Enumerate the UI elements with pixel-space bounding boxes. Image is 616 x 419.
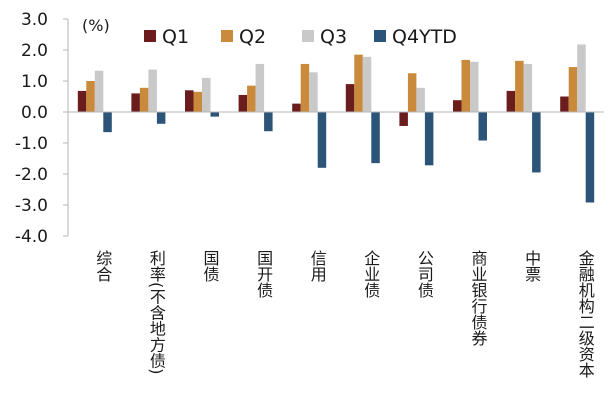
bar-q4ytd [103,112,112,133]
bar-q3 [523,63,533,112]
bar-q2 [300,63,310,112]
legend-label-q1: Q1 [162,26,189,48]
category-label: 利率(不含地方债) [147,250,166,374]
y-unit-label: (%) [82,16,110,35]
legend-swatch-q4ytd [374,30,386,42]
bar-q4ytd [371,112,380,164]
bar-q4ytd [156,112,166,124]
bar-q3 [470,61,479,112]
category-label: 中票 [522,250,541,282]
bar-q1 [453,100,462,112]
legend-label-q2: Q2 [239,26,266,48]
bar-q1 [77,90,87,112]
legend-label-q3: Q3 [320,26,347,48]
bar-q4ytd [424,112,434,166]
bar-q3 [309,72,318,112]
category-label: 国债 [201,250,220,282]
legend: Q1 Q2 Q3 Q4YTD [144,26,457,48]
y-tick-label: -3.0 [15,196,48,216]
category-label: 综合 [93,250,112,282]
bar-q2 [193,91,202,112]
category-label: 商业银行债券 [469,250,488,347]
y-tick-label: 3.0 [21,10,48,30]
bar-q2 [568,67,578,112]
bar-q1 [131,93,140,112]
y-axis: 3.0 2.0 1.0 0.0 -1.0 -2.0 -3.0 -4.0 [15,10,69,247]
legend-swatch-q3 [302,30,314,42]
bar-q1 [560,96,569,112]
bar-q2 [139,87,149,112]
y-tick-label: -4.0 [15,227,48,247]
bar-q2 [515,60,524,112]
category-label: 金融机构二级资本 [576,250,595,378]
bar-q2 [461,59,470,112]
legend-swatch-q2 [221,30,233,42]
bar-q4ytd [210,112,219,117]
bar-q2 [86,81,95,112]
category-label: 公司债 [415,250,434,298]
bar-q1 [185,90,194,112]
bar-q3 [416,87,425,112]
bar-q1 [345,84,355,112]
x-axis: 综合 利率(不含地方债) 国债 国开债 信用 企业债 公司债 商业银行债券 中票 金融机构二级资本 [68,111,604,378]
bar-q4ytd [532,112,541,173]
y-tick-label: 0.0 [21,103,48,123]
bar-q4ytd [585,112,595,203]
category-label: 国开债 [254,250,273,298]
bar-q4ytd [478,112,487,141]
bar-q1 [506,90,516,112]
y-tick-label: 1.0 [21,72,48,92]
category-label: 企业债 [361,250,380,298]
bar-q3 [148,69,157,112]
y-tick-label: 2.0 [21,41,48,61]
legend-swatch-q1 [144,30,156,42]
category-label: 信用 [308,250,327,283]
y-tick-label: -2.0 [15,165,48,185]
bar-q3 [255,63,265,112]
legend-label-q4ytd: Q4YTD [392,26,457,48]
bar-q2 [354,54,363,112]
bar-q4ytd [264,112,273,132]
bar-q2 [407,73,417,112]
bar-q1 [399,112,408,126]
bar-q1 [292,103,301,112]
bars [77,44,595,203]
bar-q2 [247,85,256,112]
bar-q3 [202,77,211,112]
bar-q3 [577,44,586,112]
bar-q4ytd [317,112,327,168]
bar-q3 [94,70,104,112]
bar-q3 [362,56,372,112]
bar-q1 [238,94,248,112]
y-tick-label: -1.0 [15,134,48,154]
